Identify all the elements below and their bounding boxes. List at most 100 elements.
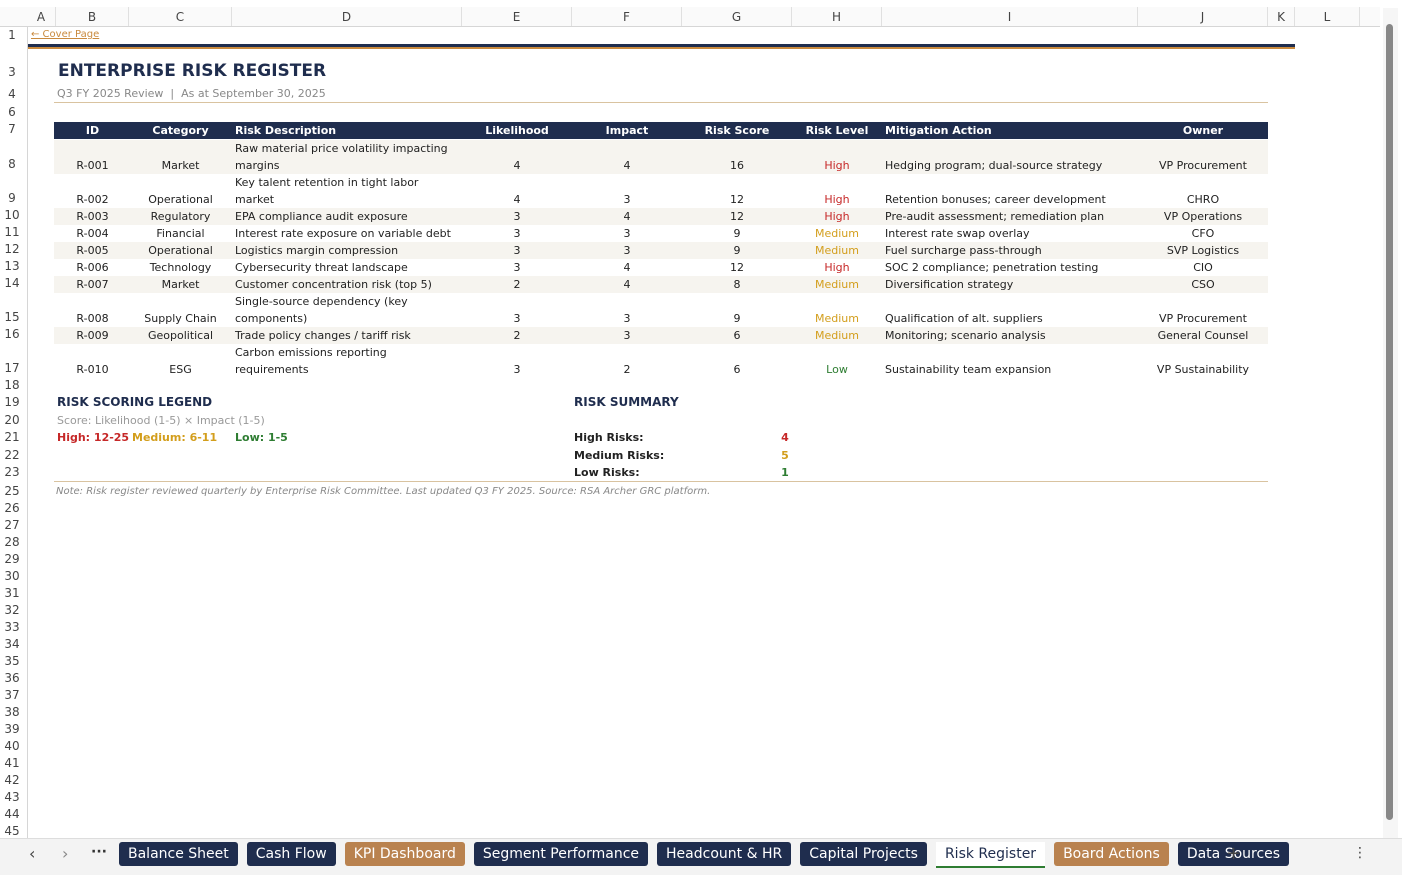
column-header: L <box>1295 7 1360 26</box>
row-header-border <box>27 26 28 838</box>
sheet-tab[interactable]: Risk Register <box>935 842 1046 868</box>
tab-next[interactable]: › <box>62 844 69 863</box>
table-cell: 4 <box>513 192 521 206</box>
table-cell: 4 <box>623 277 631 291</box>
table-header-cell: Risk Score <box>704 124 770 137</box>
cover-link[interactable]: ← Cover Page <box>31 29 100 40</box>
row-number: 41 <box>4 756 20 770</box>
table-cell: Qualification of alt. suppliers <box>885 311 1043 325</box>
table-cell: High <box>824 158 850 172</box>
row-number: 31 <box>4 586 20 600</box>
row-number: 33 <box>4 620 20 634</box>
row-number: 9 <box>8 191 16 205</box>
summary-label: Medium Risks: <box>574 448 665 462</box>
row-number: 15 <box>4 310 20 324</box>
sheet-tab[interactable]: Balance Sheet <box>119 842 238 866</box>
table-cell: ESG <box>169 362 192 376</box>
table-header-cell: Likelihood <box>485 124 549 137</box>
table-cell: R-002 <box>76 192 109 206</box>
summary-title: RISK SUMMARY <box>574 395 679 410</box>
row-number: 40 <box>4 739 20 753</box>
row-number: 6 <box>8 105 16 119</box>
sheet-tab[interactable]: Headcount & HR <box>657 842 792 866</box>
legend-band: Medium: 6-11 <box>132 431 218 445</box>
tab-more[interactable]: ··· <box>91 844 107 860</box>
column-header: B <box>56 7 129 26</box>
sheet-tab[interactable]: Board Actions <box>1054 842 1169 866</box>
table-cell: Medium <box>815 277 859 291</box>
table-cell: 3 <box>513 226 521 240</box>
table-cell: CFO <box>1191 226 1215 240</box>
table-cell: 3 <box>513 209 521 223</box>
add-sheet[interactable]: + <box>1226 843 1242 864</box>
tab-prev[interactable]: ‹ <box>29 844 36 863</box>
table-header-bar <box>54 122 1268 139</box>
column-header: C <box>129 7 232 26</box>
row-number: 21 <box>4 430 20 445</box>
row-number: 35 <box>4 654 20 668</box>
row-stripe <box>54 139 1268 174</box>
table-cell: 4 <box>623 158 631 172</box>
table-cell: High <box>824 192 850 206</box>
note-rule <box>54 481 1268 482</box>
table-header-cell: Risk Description <box>235 124 337 137</box>
table-cell: Medium <box>815 226 859 240</box>
sheet-tab[interactable]: Capital Projects <box>800 842 927 866</box>
row-number: 14 <box>4 276 20 290</box>
table-cell: Hedging program; dual-source strategy <box>885 158 1103 172</box>
row-stripe <box>54 207 1268 225</box>
table-cell: 8 <box>733 277 741 291</box>
sheet-tab[interactable]: KPI Dashboard <box>344 842 465 866</box>
row-number: 29 <box>4 552 20 566</box>
table-cell: SVP Logistics <box>1166 243 1240 257</box>
sheet-options[interactable]: ⋮ <box>1353 845 1367 861</box>
table-cell: R-004 <box>76 226 109 240</box>
row-number: 17 <box>4 361 20 375</box>
table-cell: Single-source dependency (key components… <box>235 294 408 325</box>
summary-label: Low Risks: <box>574 466 640 479</box>
table-cell: 3 <box>513 362 521 376</box>
legend-band: Low: 1-5 <box>235 431 288 445</box>
scrollbar-thumb[interactable] <box>1386 24 1393 820</box>
row-number: 27 <box>4 518 20 532</box>
table-header-cell: ID <box>85 124 100 137</box>
row-number: 44 <box>4 807 20 821</box>
column-header: I <box>882 7 1138 26</box>
table-cell: Financial <box>156 226 205 240</box>
table-cell: EPA compliance audit exposure <box>235 209 408 223</box>
table-cell: Medium <box>815 243 859 257</box>
table-cell: 9 <box>733 311 741 325</box>
column-header: E <box>462 7 572 26</box>
tab-list: Balance Sheet Cash Flow KPI Dashboard Segme… <box>119 842 1290 868</box>
sheet-tab[interactable]: Segment Performance <box>473 842 649 866</box>
table-cell: High <box>824 209 850 223</box>
summary-value: 1 <box>781 466 789 479</box>
row-number: 34 <box>4 637 20 651</box>
row-number: 25 <box>4 484 20 498</box>
table-header-cell: Risk Level <box>805 124 869 137</box>
row-number: 18 <box>4 378 20 392</box>
table-cell: CHRO <box>1186 192 1220 206</box>
table-cell: VP Sustainability <box>1156 362 1250 376</box>
table-cell: 4 <box>623 260 631 274</box>
table-cell: Operational <box>148 192 213 206</box>
table-cell: Raw material price volatility impacting … <box>235 141 448 172</box>
table-cell: Monitoring; scenario analysis <box>885 328 1046 342</box>
sheet-tab[interactable]: Cash Flow <box>246 842 336 866</box>
table-cell: R-003 <box>76 209 109 223</box>
row-number: 32 <box>4 603 20 617</box>
row-number: 3 <box>8 65 16 79</box>
table-cell: Retention bonuses; career development <box>885 192 1106 206</box>
table-cell: 9 <box>733 243 741 257</box>
table-cell: R-001 <box>76 158 109 172</box>
table-cell: Supply Chain <box>144 311 217 325</box>
table-cell: CSO <box>1191 277 1215 291</box>
sheet-tab[interactable]: Data Sources <box>1177 842 1290 866</box>
row-stripe <box>54 241 1268 259</box>
table-cell: VP Procurement <box>1159 158 1247 172</box>
table-cell: R-006 <box>76 260 109 274</box>
table-cell: Interest rate swap overlay <box>885 226 1030 240</box>
row-number: 11 <box>4 225 20 239</box>
table-cell: Interest rate exposure on variable debt <box>235 226 451 240</box>
